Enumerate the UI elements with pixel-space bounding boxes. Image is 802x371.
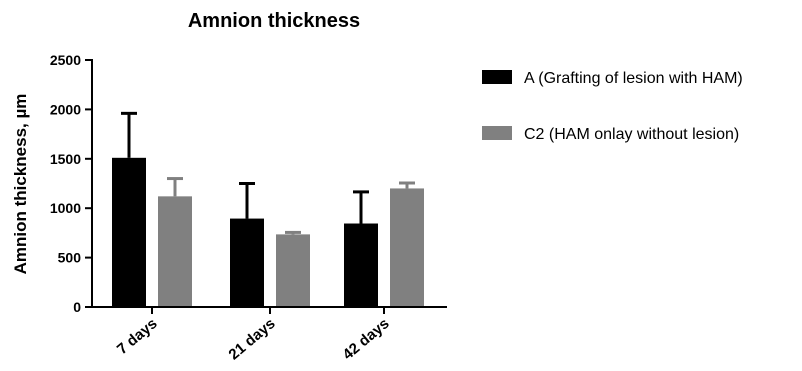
error-bar <box>239 182 255 219</box>
y-tick-label: 1000 <box>50 200 81 216</box>
x-tick-label: 7 days <box>114 315 161 358</box>
error-bar <box>353 190 369 224</box>
y-tick-label: 1500 <box>50 151 81 167</box>
bar-c2-1 <box>276 234 310 307</box>
bar-a-0 <box>112 157 146 307</box>
error-bar <box>399 181 415 189</box>
bars-layer <box>112 157 424 307</box>
error-bars-layer <box>121 111 415 235</box>
y-tick-label: 500 <box>58 250 82 266</box>
bar-a-1 <box>230 218 264 307</box>
legend-item-a: A (Grafting of lesion with HAM) <box>482 70 743 87</box>
x-tick-label: 42 days <box>339 315 392 363</box>
chart-title: Amnion thickness <box>188 10 360 32</box>
y-tick-label: 2500 <box>50 52 81 68</box>
x-tick-label: 21 days <box>225 315 278 363</box>
bar-c2-0 <box>158 196 192 307</box>
error-bar <box>121 111 137 158</box>
legend-label: C2 (HAM onlay without lesion) <box>524 126 739 143</box>
error-bar <box>167 177 183 197</box>
legend-label: A (Grafting of lesion with HAM) <box>524 70 743 87</box>
legend-swatch <box>482 70 512 84</box>
bar-a-2 <box>344 223 378 307</box>
error-bar <box>285 230 301 235</box>
y-axis-label: Amnion thickness, µm <box>11 94 30 275</box>
bar-c2-2 <box>390 188 424 307</box>
legend: A (Grafting of lesion with HAM) C2 (HAM o… <box>482 70 743 143</box>
y-tick-label: 2000 <box>50 101 81 117</box>
legend-item-c2: C2 (HAM onlay without lesion) <box>482 126 739 143</box>
y-tick-label: 0 <box>73 299 81 315</box>
legend-swatch <box>482 126 512 140</box>
